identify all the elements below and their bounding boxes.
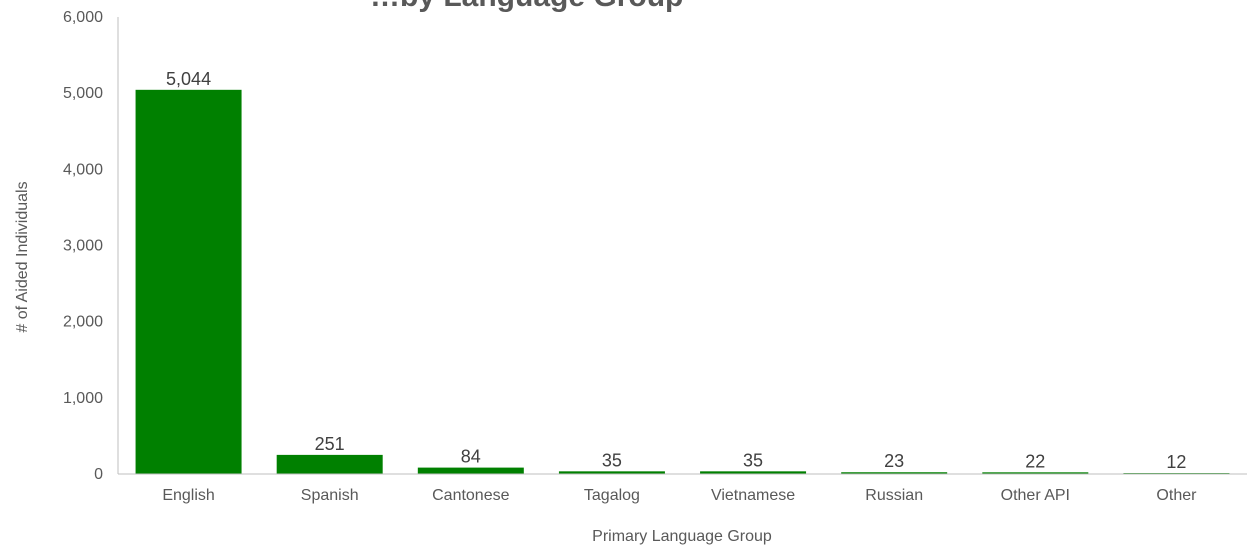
data-label: 251 — [315, 434, 345, 454]
x-tick-label: Other — [1156, 487, 1197, 504]
bar-other-api — [982, 472, 1089, 474]
bar-english — [135, 89, 242, 474]
y-tick-label: 1,000 — [63, 390, 103, 407]
x-tick-label: Russian — [865, 487, 923, 504]
bars-group — [135, 89, 1230, 474]
data-label: 35 — [602, 450, 622, 470]
x-tick-label: Other API — [1001, 487, 1070, 504]
data-label: 23 — [884, 451, 904, 471]
y-tick-label: 4,000 — [63, 161, 103, 178]
data-label: 12 — [1166, 452, 1186, 472]
chart-title: …by Language Group — [370, 0, 683, 13]
data-label: 84 — [461, 447, 481, 467]
bar-cantonese — [417, 467, 524, 474]
x-axis-labels: English Spanish Cantonese Tagalog Vietnamese… — [162, 487, 1197, 504]
y-tick-label: 3,000 — [63, 238, 103, 255]
data-label: 5,044 — [166, 69, 211, 89]
x-axis-title: Primary Language Group — [592, 528, 772, 545]
data-labels-group: 5,044 251 84 35 35 23 22 12 — [166, 69, 1186, 472]
y-tick-label: 5,000 — [63, 85, 103, 102]
x-tick-label: Vietnamese — [711, 487, 795, 504]
data-label: 35 — [743, 450, 763, 470]
x-tick-label: Spanish — [301, 487, 359, 504]
y-tick-label: 6,000 — [63, 9, 103, 26]
y-tick-label: 2,000 — [63, 314, 103, 331]
bar-vietnamese — [700, 471, 807, 474]
bar-russian — [841, 472, 948, 474]
bar-spanish — [276, 454, 383, 474]
x-tick-label: Cantonese — [432, 487, 509, 504]
data-label: 22 — [1025, 451, 1045, 471]
y-axis-ticks: 0 1,000 2,000 3,000 4,000 5,000 6,000 — [63, 9, 103, 483]
x-tick-label: English — [162, 487, 214, 504]
y-axis-title: # of Aided Individuals — [14, 181, 31, 332]
bar-tagalog — [558, 471, 665, 474]
x-tick-label: Tagalog — [584, 487, 640, 504]
y-tick-label: 0 — [94, 466, 103, 483]
